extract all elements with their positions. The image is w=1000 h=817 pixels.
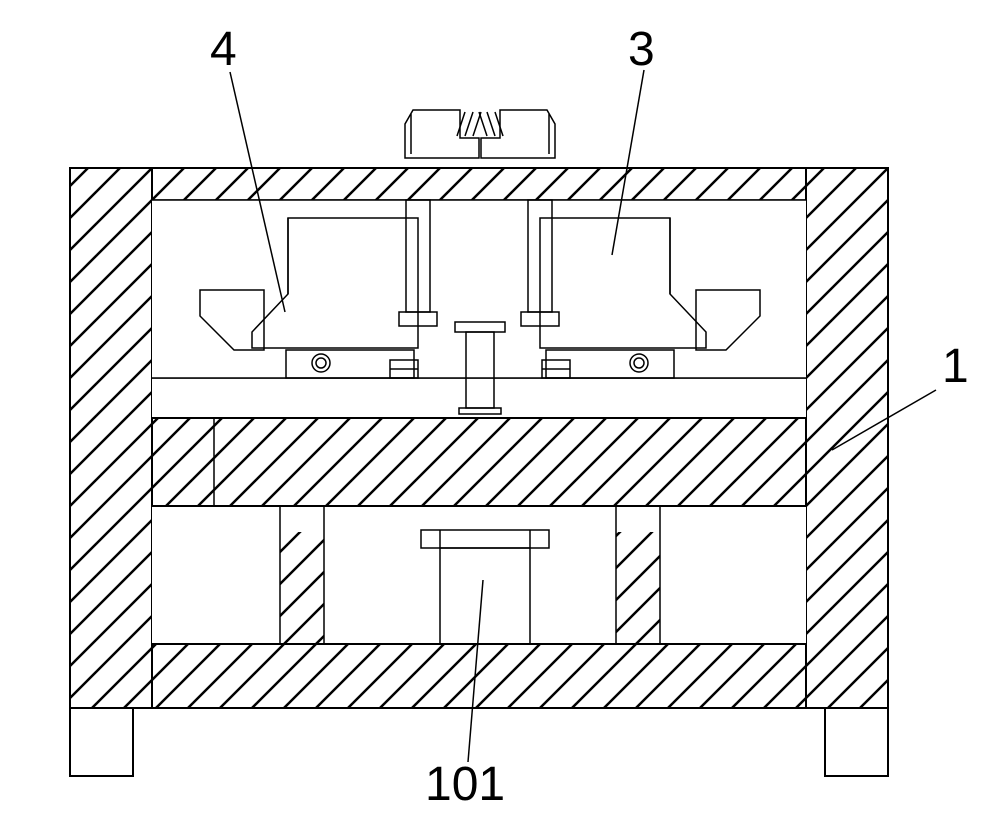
label-3: 3 bbox=[628, 23, 655, 76]
label-4: 4 bbox=[210, 23, 237, 76]
label-101: 101 bbox=[425, 758, 505, 811]
section-diagram: 4 3 1 101 bbox=[0, 0, 1000, 817]
label-1: 1 bbox=[942, 340, 969, 393]
